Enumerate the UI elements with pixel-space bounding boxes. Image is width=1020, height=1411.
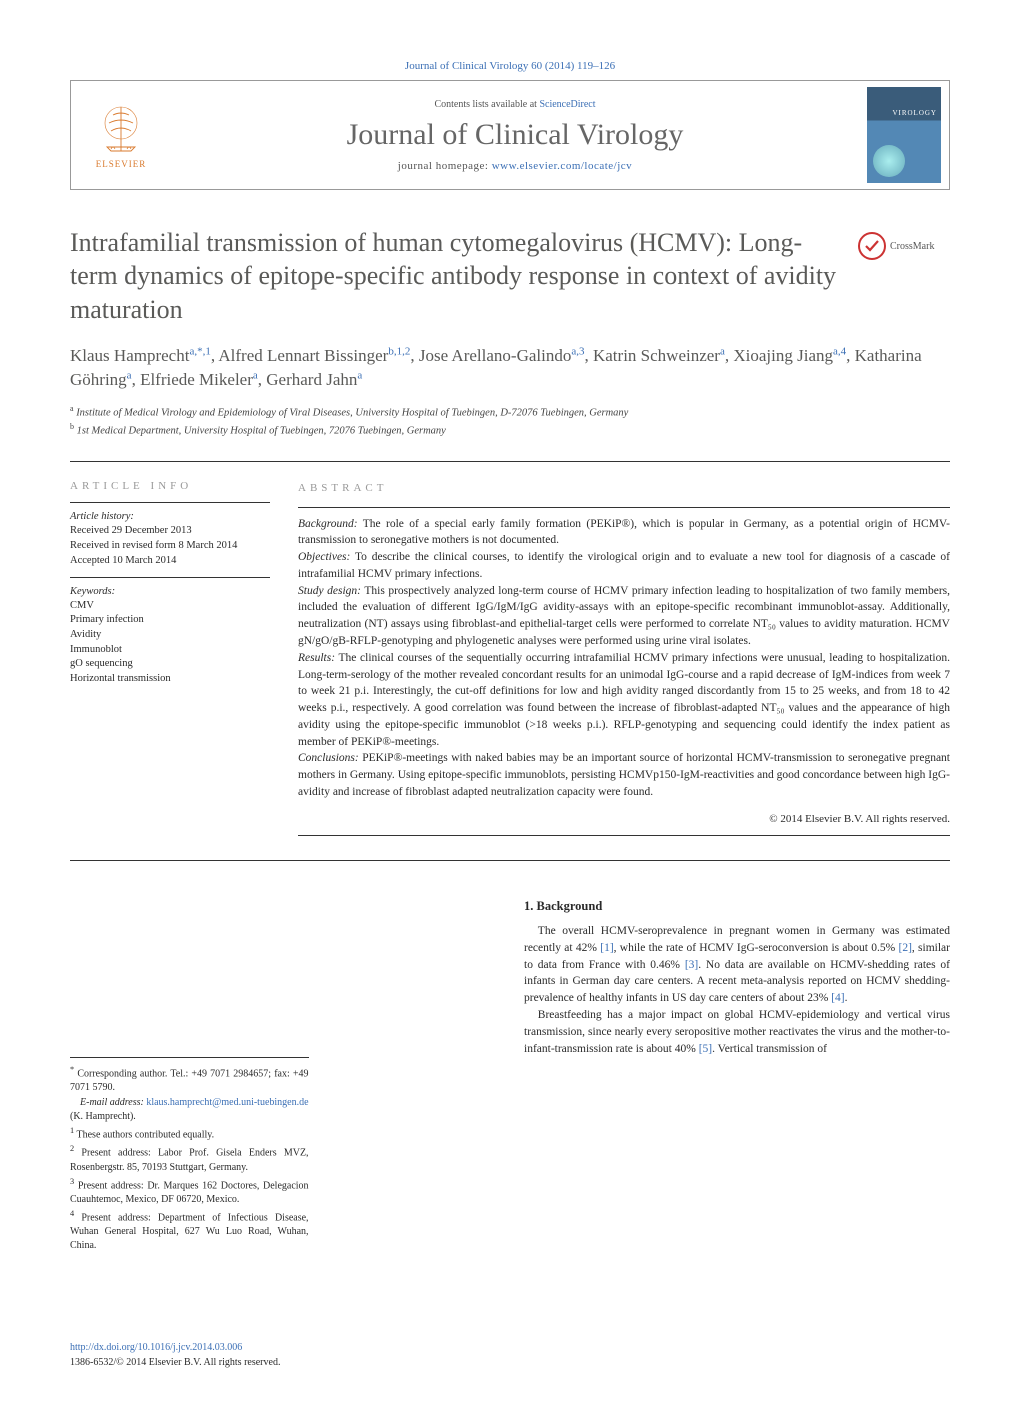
divider bbox=[70, 860, 950, 861]
abstract-objectives: Objectives: To describe the clinical cou… bbox=[298, 549, 950, 583]
crossmark-icon bbox=[858, 232, 886, 260]
publisher-name: ELSEVIER bbox=[96, 159, 147, 169]
article-info-label: article info bbox=[70, 480, 270, 492]
ref-link-4[interactable]: [4] bbox=[831, 992, 844, 1004]
fn-email-suffix: (K. Hamprecht). bbox=[70, 1111, 136, 1122]
abs-obj-text: To describe the clinical courses, to ide… bbox=[298, 551, 950, 580]
keyword: CMV bbox=[70, 599, 270, 614]
abs-res-label: Results: bbox=[298, 652, 335, 664]
history-heading: Article history: bbox=[70, 511, 270, 522]
crossmark-badge[interactable]: CrossMark bbox=[858, 232, 950, 260]
footnote-2: 2 Present address: Labor Prof. Gisela En… bbox=[70, 1143, 309, 1174]
abstract-column: abstract Background: The role of a speci… bbox=[298, 480, 950, 835]
doi-link[interactable]: http://dx.doi.org/10.1016/j.jcv.2014.03.… bbox=[70, 1342, 242, 1353]
corresponding-email-link[interactable]: klaus.hamprecht@med.uni-tuebingen.de bbox=[146, 1097, 308, 1108]
affiliation-a-text: Institute of Medical Virology and Epidem… bbox=[76, 408, 628, 419]
sciencedirect-link[interactable]: ScienceDirect bbox=[539, 99, 595, 110]
contents-available-line: Contents lists available at ScienceDirec… bbox=[434, 99, 595, 110]
abs-bg-text: The role of a special early family forma… bbox=[298, 518, 950, 547]
ref-link-5[interactable]: [5] bbox=[699, 1043, 712, 1055]
affiliation-b-text: 1st Medical Department, University Hospi… bbox=[77, 426, 446, 437]
history-revised: Received in revised form 8 March 2014 bbox=[70, 539, 270, 554]
history-received: Received 29 December 2013 bbox=[70, 524, 270, 539]
footnote-corresponding: * Corresponding author. Tel.: +49 7071 2… bbox=[70, 1064, 309, 1095]
abstract-label: abstract bbox=[298, 480, 950, 496]
keyword: Immunoblot bbox=[70, 643, 270, 658]
publisher-logo-box: ELSEVIER bbox=[71, 81, 171, 189]
elsevier-tree-icon bbox=[93, 101, 149, 157]
journal-header: ELSEVIER Contents lists available at Sci… bbox=[70, 80, 950, 190]
cover-thumb-box bbox=[859, 81, 949, 189]
p2b: . Vertical transmission of bbox=[712, 1043, 827, 1055]
abs-conc-text: PEKiP®-meetings with naked babies may be… bbox=[298, 752, 950, 798]
abstract-body: Background: The role of a special early … bbox=[298, 508, 950, 827]
contents-prefix: Contents lists available at bbox=[434, 99, 539, 110]
abs-obj-label: Objectives: bbox=[298, 551, 350, 563]
abstract-conclusions: Conclusions: PEKiP®-meetings with naked … bbox=[298, 750, 950, 800]
keywords-heading: Keywords: bbox=[70, 586, 270, 597]
ref-link-1[interactable]: [1] bbox=[600, 942, 613, 954]
abs-res-text: The clinical courses of the sequentially… bbox=[298, 652, 950, 748]
journal-title: Journal of Clinical Virology bbox=[347, 118, 684, 152]
fn-email-label: E-mail address: bbox=[80, 1097, 146, 1108]
journal-cover-thumbnail bbox=[867, 87, 941, 183]
fn1-text: These authors contributed equally. bbox=[77, 1129, 215, 1140]
abs-conc-label: Conclusions: bbox=[298, 752, 359, 764]
issn-copyright-line: 1386-6532/© 2014 Elsevier B.V. All right… bbox=[70, 1356, 496, 1371]
affiliations: a Institute of Medical Virology and Epid… bbox=[70, 403, 950, 439]
affiliation-b: b 1st Medical Department, University Hos… bbox=[70, 421, 950, 439]
ref-link-2[interactable]: [2] bbox=[898, 942, 911, 954]
crossmark-label: CrossMark bbox=[890, 241, 934, 252]
homepage-link[interactable]: www.elsevier.com/locate/jcv bbox=[492, 160, 632, 172]
article-info-column: article info Article history: Received 2… bbox=[70, 480, 270, 835]
keyword: Primary infection bbox=[70, 613, 270, 628]
keyword: Avidity bbox=[70, 628, 270, 643]
keyword: gO sequencing bbox=[70, 657, 270, 672]
journal-reference: Journal of Clinical Virology 60 (2014) 1… bbox=[70, 60, 950, 72]
left-column: * Corresponding author. Tel.: +49 7071 2… bbox=[70, 897, 496, 1371]
footnote-email: E-mail address: klaus.hamprecht@med.uni-… bbox=[70, 1096, 309, 1124]
affiliation-a: a Institute of Medical Virology and Epid… bbox=[70, 403, 950, 421]
homepage-line: journal homepage: www.elsevier.com/locat… bbox=[398, 160, 632, 172]
doi-block: http://dx.doi.org/10.1016/j.jcv.2014.03.… bbox=[70, 1341, 496, 1370]
p1b: , while the rate of HCMV IgG-seroconvers… bbox=[614, 942, 899, 954]
history-accepted: Accepted 10 March 2014 bbox=[70, 554, 270, 569]
abs-study-label: Study design: bbox=[298, 585, 361, 597]
article-history: Article history: Received 29 December 20… bbox=[70, 503, 270, 577]
abstract-results: Results: The clinical courses of the seq… bbox=[298, 650, 950, 751]
keyword: Horizontal transmission bbox=[70, 672, 270, 687]
abstract-copyright: © 2014 Elsevier B.V. All rights reserved… bbox=[298, 811, 950, 827]
ref-link-3[interactable]: [3] bbox=[685, 959, 698, 971]
article-title: Intrafamilial transmission of human cyto… bbox=[70, 226, 842, 326]
homepage-prefix: journal homepage: bbox=[398, 160, 492, 172]
abstract-study-design: Study design: This prospectively analyze… bbox=[298, 583, 950, 650]
fn2-text: Present address: Labor Prof. Gisela Ende… bbox=[70, 1148, 309, 1173]
footnote-1: 1 These authors contributed equally. bbox=[70, 1125, 309, 1142]
body-paragraph-1: The overall HCMV-seroprevalence in pregn… bbox=[524, 923, 950, 1007]
footnotes: * Corresponding author. Tel.: +49 7071 2… bbox=[70, 1057, 309, 1254]
fn4-text: Present address: Department of Infectiou… bbox=[70, 1212, 309, 1251]
header-center: Contents lists available at ScienceDirec… bbox=[171, 99, 859, 172]
fn-corr-text: Corresponding author. Tel.: +49 7071 298… bbox=[70, 1068, 309, 1093]
keywords-block: Keywords: CMV Primary infection Avidity … bbox=[70, 586, 270, 695]
footnote-4: 4 Present address: Department of Infecti… bbox=[70, 1208, 309, 1253]
abs-bg-label: Background: bbox=[298, 518, 358, 530]
p1e: . bbox=[845, 992, 848, 1004]
divider bbox=[70, 461, 950, 462]
section-heading-background: 1. Background bbox=[524, 897, 950, 915]
author-list: Klaus Hamprechta,*,1, Alfred Lennart Bis… bbox=[70, 344, 950, 393]
right-column: 1. Background The overall HCMV-seropreva… bbox=[524, 897, 950, 1371]
abstract-background: Background: The role of a special early … bbox=[298, 516, 950, 550]
body-paragraph-2: Breastfeeding has a major impact on glob… bbox=[524, 1007, 950, 1057]
abs-study-text: This prospectively analyzed long-term co… bbox=[298, 585, 950, 647]
footnote-3: 3 Present address: Dr. Marques 162 Docto… bbox=[70, 1176, 309, 1207]
elsevier-logo[interactable]: ELSEVIER bbox=[93, 101, 149, 169]
fn3-text: Present address: Dr. Marques 162 Doctore… bbox=[70, 1180, 309, 1205]
divider bbox=[298, 835, 950, 836]
